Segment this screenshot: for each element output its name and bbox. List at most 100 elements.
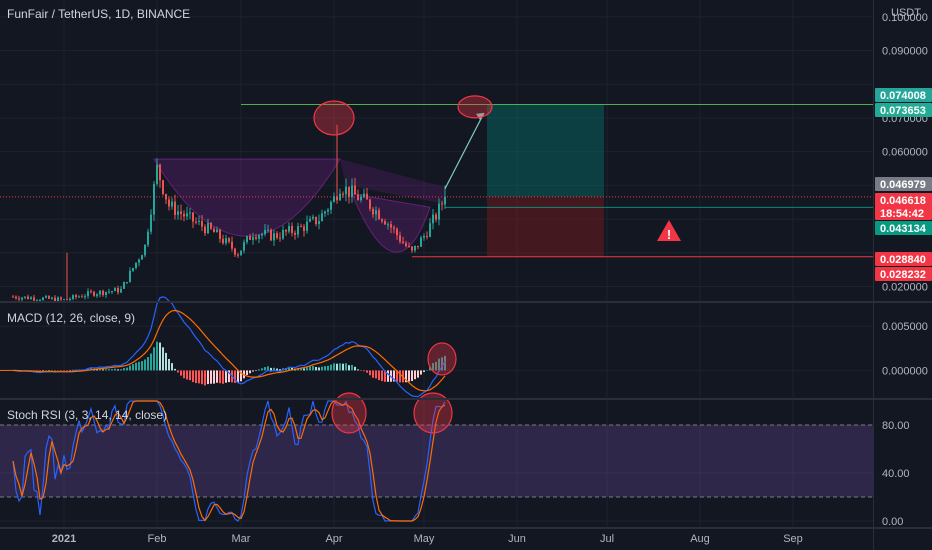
candle-body[interactable]: [264, 229, 266, 235]
candle-body[interactable]: [111, 291, 113, 293]
candle-body[interactable]: [363, 193, 365, 197]
candle-body[interactable]: [252, 237, 254, 240]
candle-body[interactable]: [282, 229, 284, 239]
candle-body[interactable]: [411, 246, 413, 251]
target-zone[interactable]: [487, 104, 604, 197]
candle-body[interactable]: [270, 229, 272, 241]
candle-body[interactable]: [63, 299, 65, 301]
candle-body[interactable]: [339, 193, 341, 201]
macd-title[interactable]: MACD (12, 26, close, 9): [7, 311, 135, 325]
candle-body[interactable]: [408, 246, 410, 248]
candle-body[interactable]: [444, 196, 446, 205]
candle-body[interactable]: [429, 223, 431, 237]
candle-body[interactable]: [183, 213, 185, 217]
macd-line[interactable]: [12, 296, 446, 398]
candle-body[interactable]: [66, 299, 68, 301]
candle-body[interactable]: [192, 212, 194, 222]
candle-body[interactable]: [384, 221, 386, 225]
candle-body[interactable]: [165, 194, 167, 200]
candle-body[interactable]: [138, 259, 140, 263]
peak-highlight[interactable]: [313, 100, 355, 136]
candle-body[interactable]: [219, 229, 221, 239]
candle-body[interactable]: [345, 186, 347, 195]
candle-body[interactable]: [369, 199, 371, 209]
candle-body[interactable]: [366, 193, 368, 200]
candle-body[interactable]: [441, 203, 443, 205]
candle-body[interactable]: [288, 226, 290, 232]
candle-body[interactable]: [279, 237, 281, 239]
candle-body[interactable]: [426, 235, 428, 237]
candle-body[interactable]: [84, 296, 86, 298]
candle-body[interactable]: [153, 183, 155, 215]
candle-body[interactable]: [312, 216, 314, 219]
candle-body[interactable]: [417, 245, 419, 247]
candle-body[interactable]: [327, 209, 329, 212]
candle-body[interactable]: [195, 221, 197, 223]
candle-body[interactable]: [186, 213, 188, 217]
candle-body[interactable]: [321, 213, 323, 222]
candle-body[interactable]: [120, 288, 122, 293]
candle-body[interactable]: [255, 237, 257, 239]
target-highlight[interactable]: [457, 95, 493, 119]
candle-body[interactable]: [306, 221, 308, 231]
candle-body[interactable]: [237, 254, 239, 256]
candle-body[interactable]: [24, 296, 26, 298]
candle-body[interactable]: [93, 291, 95, 296]
candle-body[interactable]: [102, 290, 104, 295]
candle-body[interactable]: [378, 210, 380, 220]
candle-body[interactable]: [390, 224, 392, 228]
candle-body[interactable]: [243, 242, 245, 251]
candle-body[interactable]: [57, 297, 59, 302]
candle-body[interactable]: [318, 221, 320, 224]
candle-body[interactable]: [414, 245, 416, 251]
candle-body[interactable]: [273, 233, 275, 241]
macd-highlight[interactable]: [427, 342, 457, 376]
candle-body[interactable]: [387, 224, 389, 226]
candle-body[interactable]: [210, 223, 212, 229]
candle-body[interactable]: [294, 232, 296, 235]
candle-body[interactable]: [297, 226, 299, 235]
candle-body[interactable]: [285, 229, 287, 232]
candle-body[interactable]: [324, 211, 326, 214]
candle-body[interactable]: [81, 296, 83, 298]
candle-body[interactable]: [33, 297, 35, 301]
candle-body[interactable]: [396, 228, 398, 236]
symbol-title[interactable]: FunFair / TetherUS, 1D, BINANCE: [7, 7, 190, 21]
candle-body[interactable]: [90, 291, 92, 293]
stoch-rsi-title[interactable]: Stoch RSI (3, 3, 14, 14, close): [7, 408, 167, 422]
candle-body[interactable]: [69, 298, 71, 300]
candle-body[interactable]: [147, 231, 149, 245]
candle-body[interactable]: [114, 288, 116, 292]
candle-body[interactable]: [381, 219, 383, 222]
candle-body[interactable]: [222, 238, 224, 244]
candle-body[interactable]: [108, 291, 110, 293]
macd-pane[interactable]: [0, 296, 457, 398]
candle-body[interactable]: [99, 290, 101, 295]
candle-body[interactable]: [432, 214, 434, 224]
candle-body[interactable]: [45, 296, 47, 298]
candle-body[interactable]: [96, 294, 98, 296]
candle-body[interactable]: [234, 248, 236, 255]
candle-body[interactable]: [354, 185, 356, 195]
candle-body[interactable]: [54, 297, 56, 302]
candle-body[interactable]: [393, 227, 395, 229]
candle-body[interactable]: [30, 297, 32, 300]
handle-channel[interactable]: [340, 159, 445, 204]
candle-body[interactable]: [246, 236, 248, 243]
candle-body[interactable]: [342, 193, 344, 195]
candle-body[interactable]: [105, 291, 107, 295]
candle-body[interactable]: [330, 201, 332, 210]
candle-body[interactable]: [231, 241, 233, 249]
candle-body[interactable]: [225, 238, 227, 244]
candle-body[interactable]: [159, 164, 161, 181]
candle-body[interactable]: [228, 238, 230, 242]
candle-body[interactable]: [216, 229, 218, 233]
candle-body[interactable]: [357, 194, 359, 201]
candle-body[interactable]: [171, 201, 173, 207]
candle-body[interactable]: [18, 298, 20, 300]
candle-body[interactable]: [51, 297, 53, 299]
candle-body[interactable]: [75, 295, 77, 298]
candle-body[interactable]: [336, 196, 338, 201]
candle-body[interactable]: [135, 262, 137, 269]
candle-body[interactable]: [423, 235, 425, 238]
